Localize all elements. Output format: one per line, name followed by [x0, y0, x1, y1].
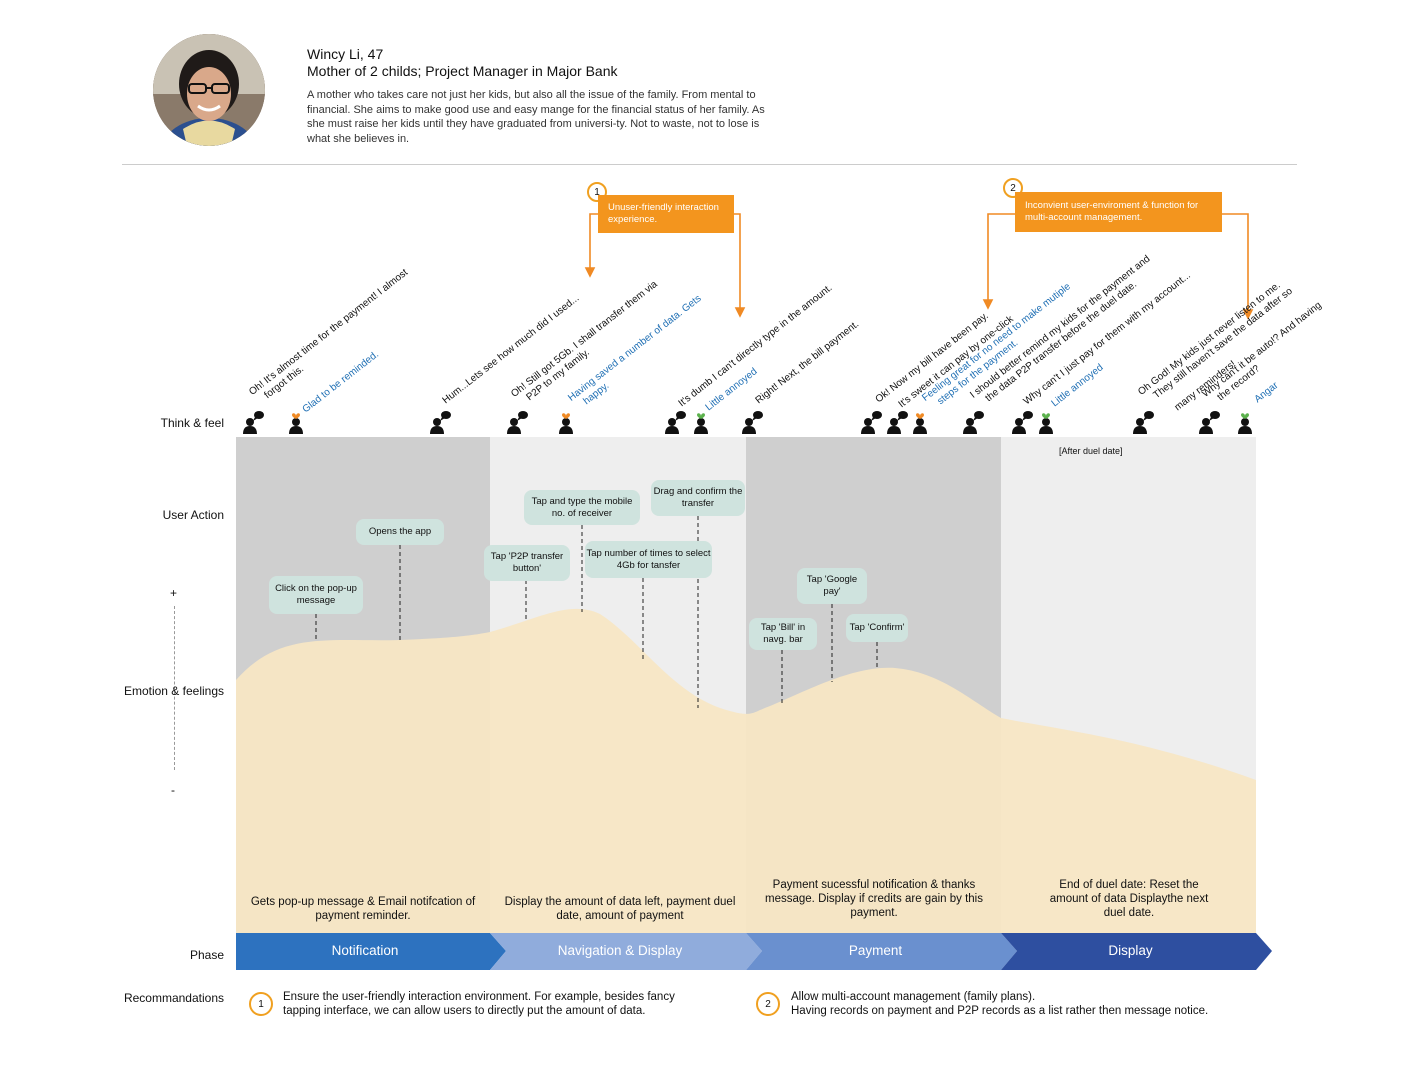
action-bubble-confirm: Tap 'Confirm' [846, 614, 908, 642]
person-icon [1133, 411, 1154, 434]
pain-point-2-text: Inconvient user-enviroment & function fo… [1025, 200, 1199, 223]
phase-description-1: Gets pop-up message & Email notifcation … [250, 896, 476, 922]
phase-label-notification: Notification [331, 943, 399, 958]
recommendation-2-line2: Having records on payment and P2P record… [791, 1005, 1209, 1017]
recommendation-2: Allow multi-account management (family p… [791, 990, 1271, 1018]
emotion-scale-line [174, 606, 175, 770]
action-bubble-mobile-no: Tap and type the mobile no. of receiver [524, 490, 640, 525]
person-icon [559, 413, 573, 434]
person-icon [694, 413, 708, 434]
persona-description: A mother who takes care not just her kid… [307, 89, 765, 145]
after-date-label: [After duel date] [1059, 446, 1123, 456]
recommendation-1-line1: Ensure the user-friendly interaction env… [283, 991, 675, 1003]
recommendation-1: Ensure the user-friendly interaction env… [283, 990, 733, 1018]
person-icon [887, 411, 908, 434]
person-icon [963, 411, 984, 434]
recommendation-2-line1: Allow multi-account management (family p… [791, 991, 1036, 1003]
action-bubble-click-popup: Click on the pop-up message [269, 576, 363, 614]
phase-label-navigation: Navigation & Display [557, 943, 683, 958]
action-bubble-google-pay: Tap 'Google pay' [797, 568, 867, 604]
phase-label-payment: Payment [848, 943, 903, 958]
person-icon [665, 411, 686, 434]
persona-header: Wincy Li, 47 Mother of 2 childs; Project… [307, 46, 617, 80]
row-label-emotion: Emotion & feelings [123, 684, 224, 698]
emotion-minus-label: - [171, 783, 175, 797]
person-icon [1039, 413, 1053, 434]
phase-arrow-1 [236, 933, 506, 970]
recommendation-1-line2: tapping interface, we can allow users to… [283, 1005, 646, 1017]
persona-name: Wincy Li, 47 [307, 46, 384, 62]
action-bubble-p2p-button: Tap 'P2P transfer button' [484, 545, 570, 581]
person-icon [1012, 411, 1033, 434]
pain-point-1: Unuser-friendly interaction experience. [598, 195, 734, 233]
person-icon [507, 411, 528, 434]
pain-connectors [584, 213, 1254, 320]
recommendation-2-number: 2 [756, 992, 780, 1016]
action-bubble-tap-bill: Tap 'Bill' in navg. bar [749, 618, 817, 650]
persona-avatar [153, 34, 265, 146]
action-bubble-drag-confirm: Drag and confirm the transfer [651, 480, 745, 516]
phase-description-2: Display the amount of data left, payment… [504, 896, 736, 922]
person-icon [1199, 411, 1220, 434]
person-icon [243, 411, 264, 434]
persona-role: Mother of 2 childs; Project Manager in M… [307, 63, 618, 79]
person-icon [289, 413, 303, 434]
recommendation-1-number: 1 [249, 992, 273, 1016]
phase-description-3: Payment sucessful notification & thanks … [765, 879, 983, 919]
person-icon [913, 413, 927, 434]
row-label-think-feel: Think & feel [160, 416, 224, 430]
person-icon [861, 411, 882, 434]
phase-arrow-4 [1001, 933, 1272, 970]
pain-point-1-text: Unuser-friendly interaction experience. [608, 202, 719, 225]
person-icon [430, 411, 451, 434]
phase-description-4: End of duel date: Reset the amount of da… [1049, 879, 1209, 919]
phase-arrow-3 [746, 933, 1017, 970]
action-bubble-open-app: Opens the app [356, 519, 444, 545]
row-label-phase: Phase [189, 948, 224, 962]
pain-point-2: Inconvient user-enviroment & function fo… [1015, 192, 1222, 232]
emotion-plus-label: + [170, 586, 178, 600]
header-divider [122, 164, 1297, 165]
phase-arrow-2 [490, 933, 762, 970]
person-icon [1238, 413, 1252, 434]
action-bubble-select-4gb: Tap number of times to select 4Gb for ta… [585, 541, 712, 578]
person-icon [742, 411, 763, 434]
emotion-curve [236, 608, 1256, 933]
row-label-recommendations: Recommandations [123, 991, 224, 1005]
phase-label-display: Display [1108, 943, 1153, 958]
row-label-user-action: User Action [162, 508, 224, 522]
